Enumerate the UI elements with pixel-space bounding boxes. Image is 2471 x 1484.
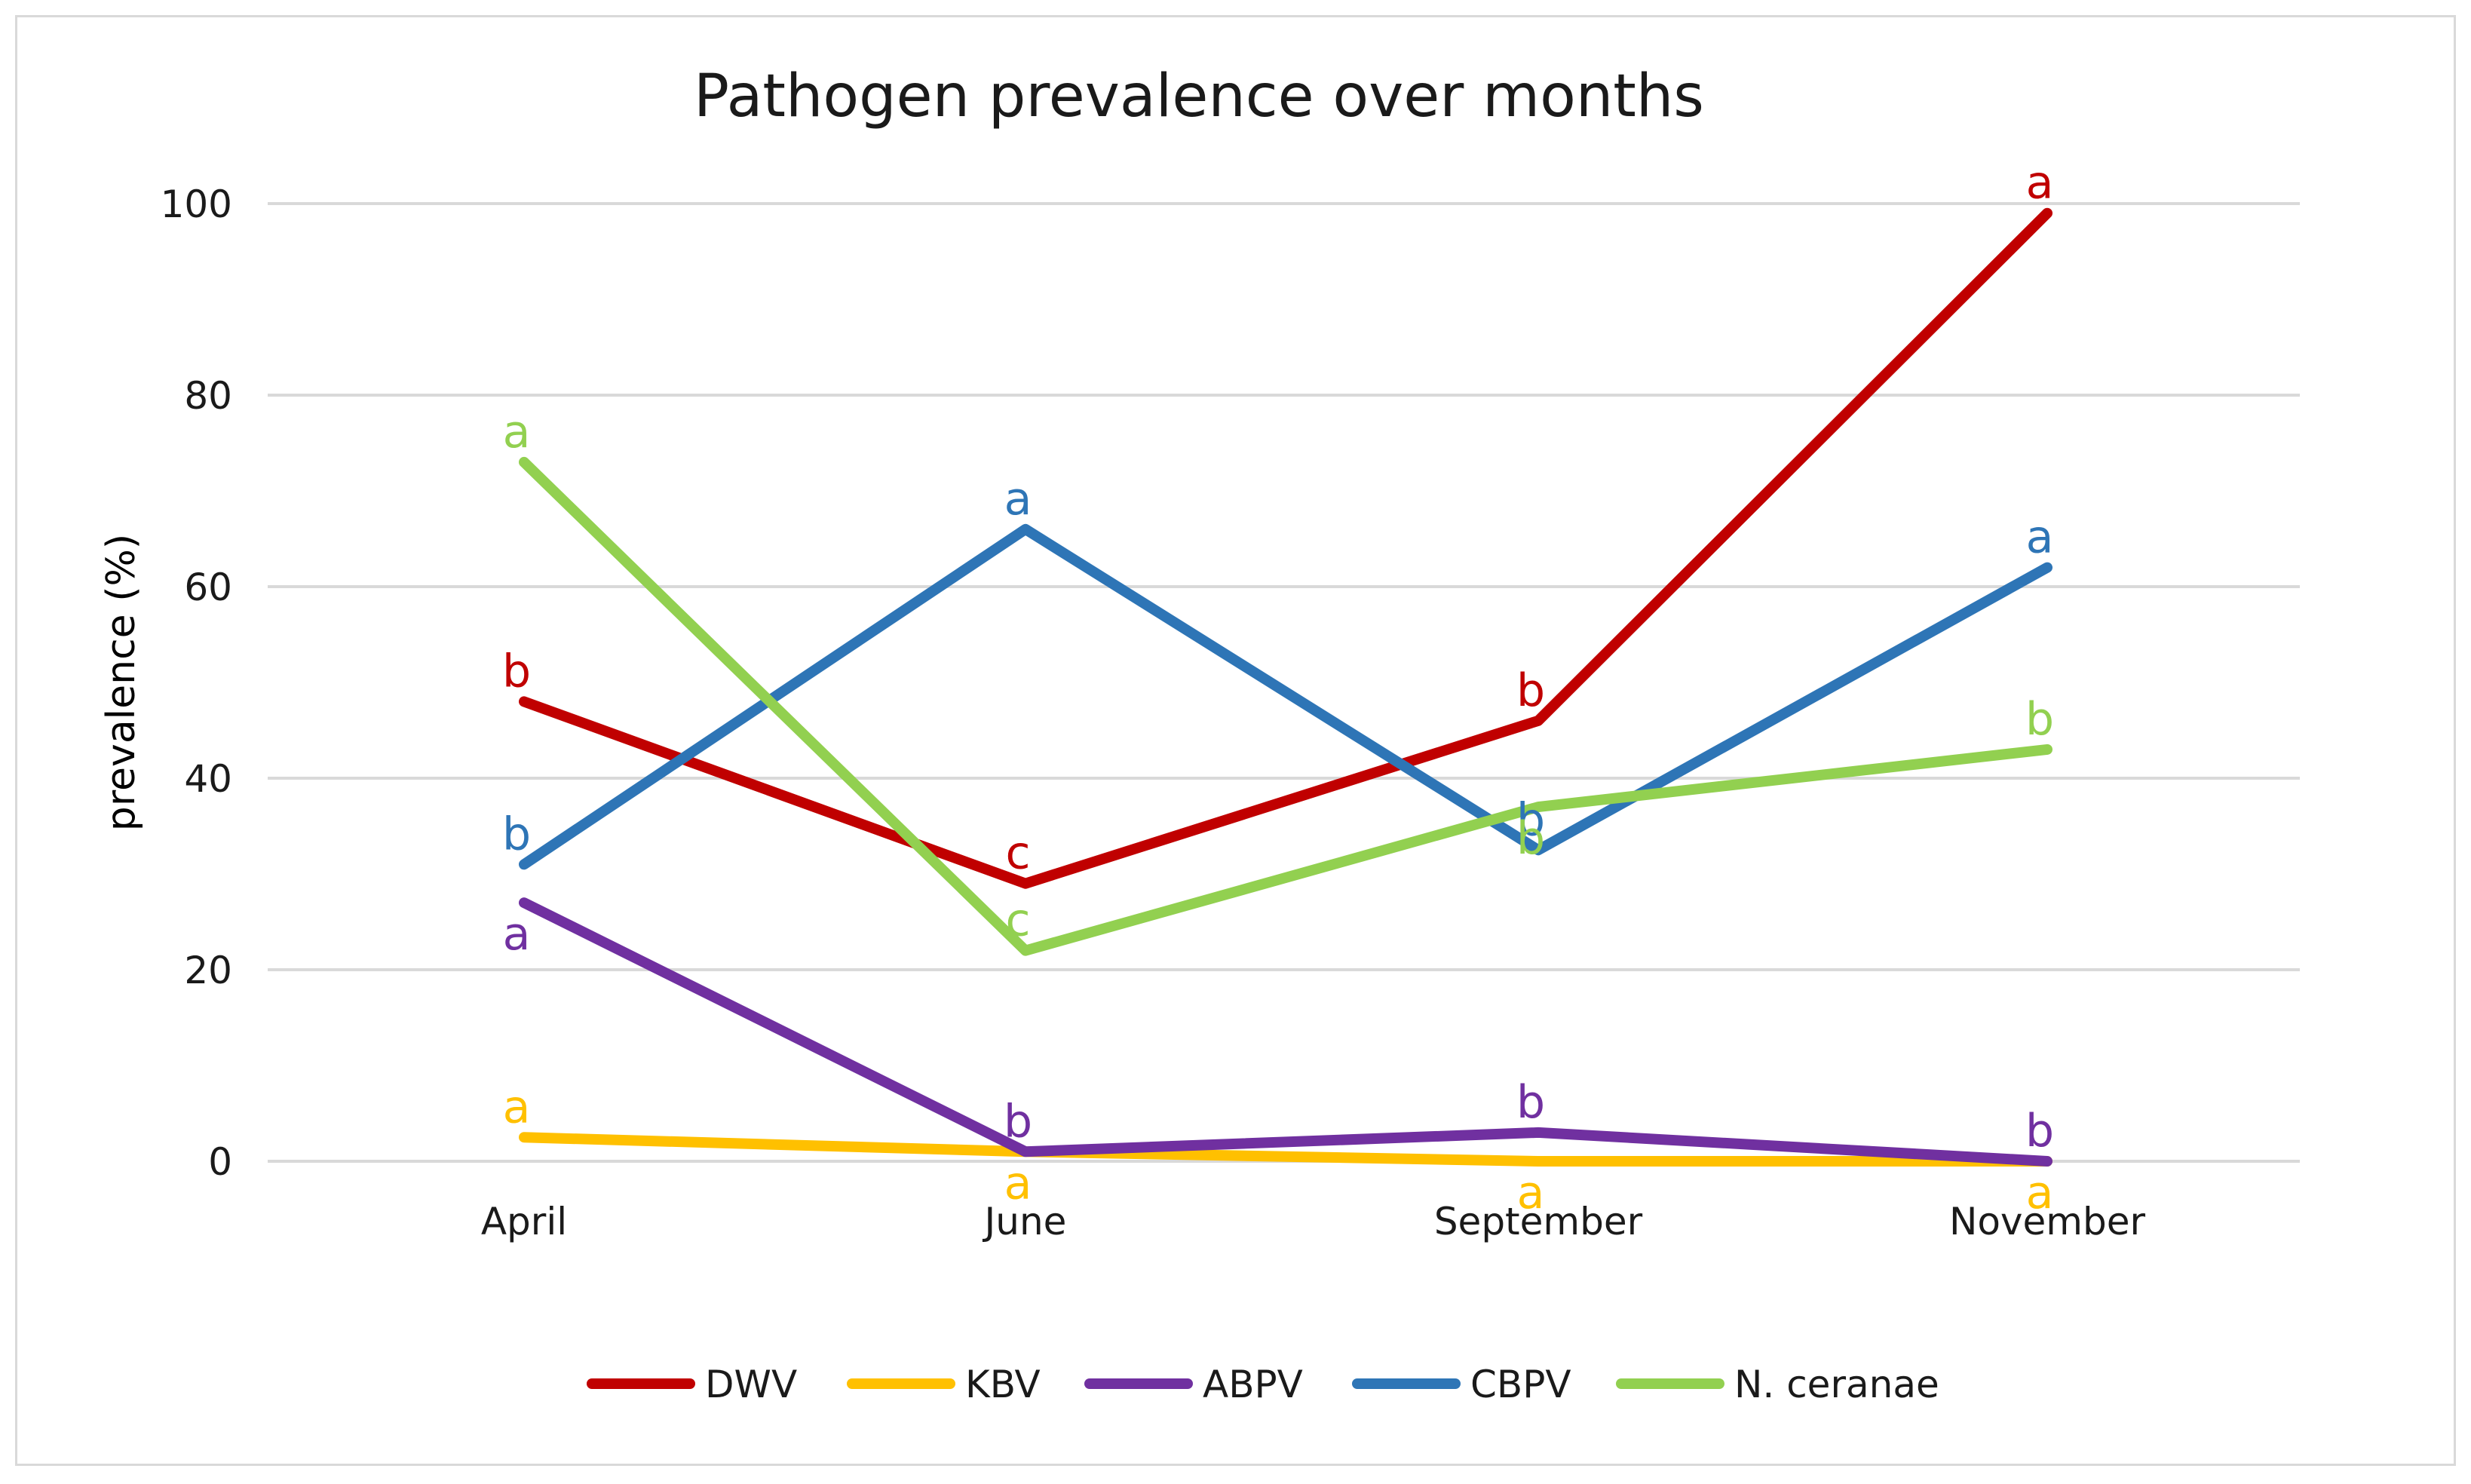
legend-label: DWV (705, 1363, 797, 1406)
legend-label: N. ceranae (1734, 1363, 1939, 1406)
y-tick-label: 40 (184, 757, 232, 801)
gridlines (268, 202, 2300, 1163)
x-tick-label: June (983, 1200, 1067, 1243)
point-label: c (1006, 827, 1031, 880)
x-tick-label: September (1434, 1200, 1643, 1243)
point-label: a (503, 908, 531, 961)
point-label: a (2026, 511, 2054, 564)
y-tick-label: 100 (161, 182, 232, 226)
series-line-dwv (519, 207, 2053, 889)
point-label: a (1004, 473, 1032, 526)
point-label: c (1006, 894, 1031, 947)
y-tick-label: 60 (184, 566, 232, 609)
point-label: a (1004, 1157, 1032, 1210)
series-lines (519, 207, 2053, 1167)
point-label: b (1004, 1095, 1032, 1148)
point-label: a (2026, 157, 2054, 210)
point-label: b (2025, 693, 2054, 746)
legend-label: KBV (965, 1363, 1041, 1406)
y-tick-label: 80 (184, 374, 232, 418)
legend: DWV KBV ABPV CBPV N. ceranae (587, 1363, 1939, 1406)
point-label: b (502, 645, 531, 698)
y-axis-title: prevalence (%) (99, 534, 144, 831)
series-line-kbv (519, 1132, 2053, 1167)
y-tick-label: 20 (184, 949, 232, 992)
chart-title: Pathogen prevalence over months (694, 63, 1704, 130)
point-label: a (1517, 1167, 1545, 1219)
legend-label: ABPV (1203, 1363, 1303, 1406)
series-line-cbpv (519, 523, 2053, 870)
x-tick-label: April (481, 1200, 567, 1243)
point-label: a (503, 1081, 531, 1133)
point-label: b (1516, 1076, 1545, 1129)
point-label: a (2026, 1167, 2054, 1219)
chart-frame (15, 15, 2456, 1466)
point-label: b (2025, 1105, 2054, 1157)
legend-label: CBPV (1470, 1363, 1571, 1406)
y-tick-label: 0 (208, 1140, 232, 1184)
point-label: b (1516, 664, 1545, 717)
y-axis-ticks: 0 20 40 60 80 100 (161, 182, 232, 1184)
point-label: b (1516, 812, 1545, 865)
point-label: b (1516, 793, 1545, 846)
series-line-n-ceranae (519, 456, 2053, 956)
x-tick-label: November (1949, 1200, 2146, 1243)
point-label: a (503, 406, 531, 458)
series-line-abpv (519, 897, 2053, 1167)
x-axis-ticks: April June September November (481, 1200, 2146, 1243)
point-label: b (502, 808, 531, 860)
